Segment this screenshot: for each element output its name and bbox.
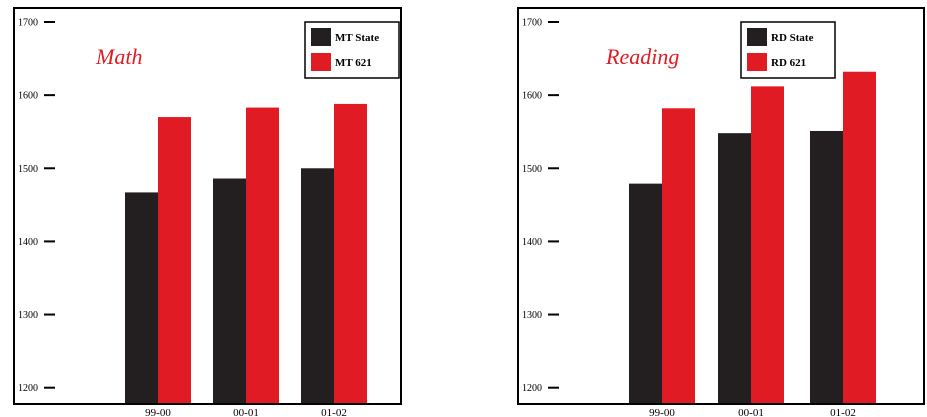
math-bar-mt-621-99-00 — [158, 117, 191, 403]
math-ytick-label: 1400 — [18, 237, 38, 248]
math-ytick-label: 1300 — [18, 310, 38, 321]
reading-category-label: 99-00 — [649, 407, 675, 417]
reading-bar-rd-621-99-00 — [662, 108, 695, 403]
reading-legend-swatch — [747, 53, 767, 71]
reading-ytick-label: 1400 — [522, 237, 542, 248]
reading-chart-panel: 1200 1300 1400 1500 1600 1700 99-00 00-01 01-02 R… — [517, 7, 925, 417]
math-chart-panel: 1200 1300 1400 1500 1600 1700 99-00 00-01 01-02 M… — [13, 7, 402, 417]
reading-ytick-label: 1500 — [522, 164, 542, 175]
math-legend-swatch — [311, 53, 331, 71]
math-legend-label: MT 621 — [335, 57, 372, 69]
reading-category-label: 01-02 — [830, 407, 856, 417]
math-ytick-label: 1600 — [18, 91, 38, 102]
reading-ytick-label: 1700 — [522, 18, 542, 29]
math-legend-swatch — [311, 28, 331, 46]
reading-legend-label: RD 621 — [771, 57, 806, 69]
reading-bar-rd-state-99-00 — [629, 183, 662, 403]
reading-category-label: 00-01 — [738, 407, 764, 417]
math-ytick-label: 1700 — [18, 18, 38, 29]
reading-bar-rd-621-01-02 — [843, 71, 876, 403]
reading-ytick-label: 1200 — [522, 383, 542, 394]
math-bar-mt-621-01-02 — [334, 103, 367, 403]
math-ytick-label: 1200 — [18, 383, 38, 394]
math-bar-mt-621-00-01 — [246, 107, 279, 403]
math-ytick-label: 1500 — [18, 164, 38, 175]
math-bar-mt-state-01-02 — [301, 168, 334, 403]
reading-chart-title: Reading — [605, 44, 679, 69]
math-plot-frame — [13, 7, 402, 405]
reading-ytick-label: 1300 — [522, 310, 542, 321]
math-bar-mt-state-00-01 — [213, 178, 246, 403]
reading-bar-rd-state-00-01 — [718, 133, 751, 403]
reading-legend-swatch — [747, 28, 767, 46]
reading-legend-label: RD State — [771, 32, 814, 44]
math-legend-label: MT State — [335, 32, 379, 44]
math-bar-mt-state-99-00 — [125, 192, 158, 403]
reading-ytick-label: 1600 — [522, 91, 542, 102]
reading-plot-frame — [517, 7, 925, 405]
math-category-label: 00-01 — [233, 407, 259, 417]
math-category-label: 99-00 — [145, 407, 171, 417]
math-category-label: 01-02 — [321, 407, 347, 417]
math-chart-title: Math — [95, 44, 142, 69]
reading-bar-rd-621-00-01 — [751, 86, 784, 404]
reading-bar-rd-state-01-02 — [810, 130, 843, 404]
